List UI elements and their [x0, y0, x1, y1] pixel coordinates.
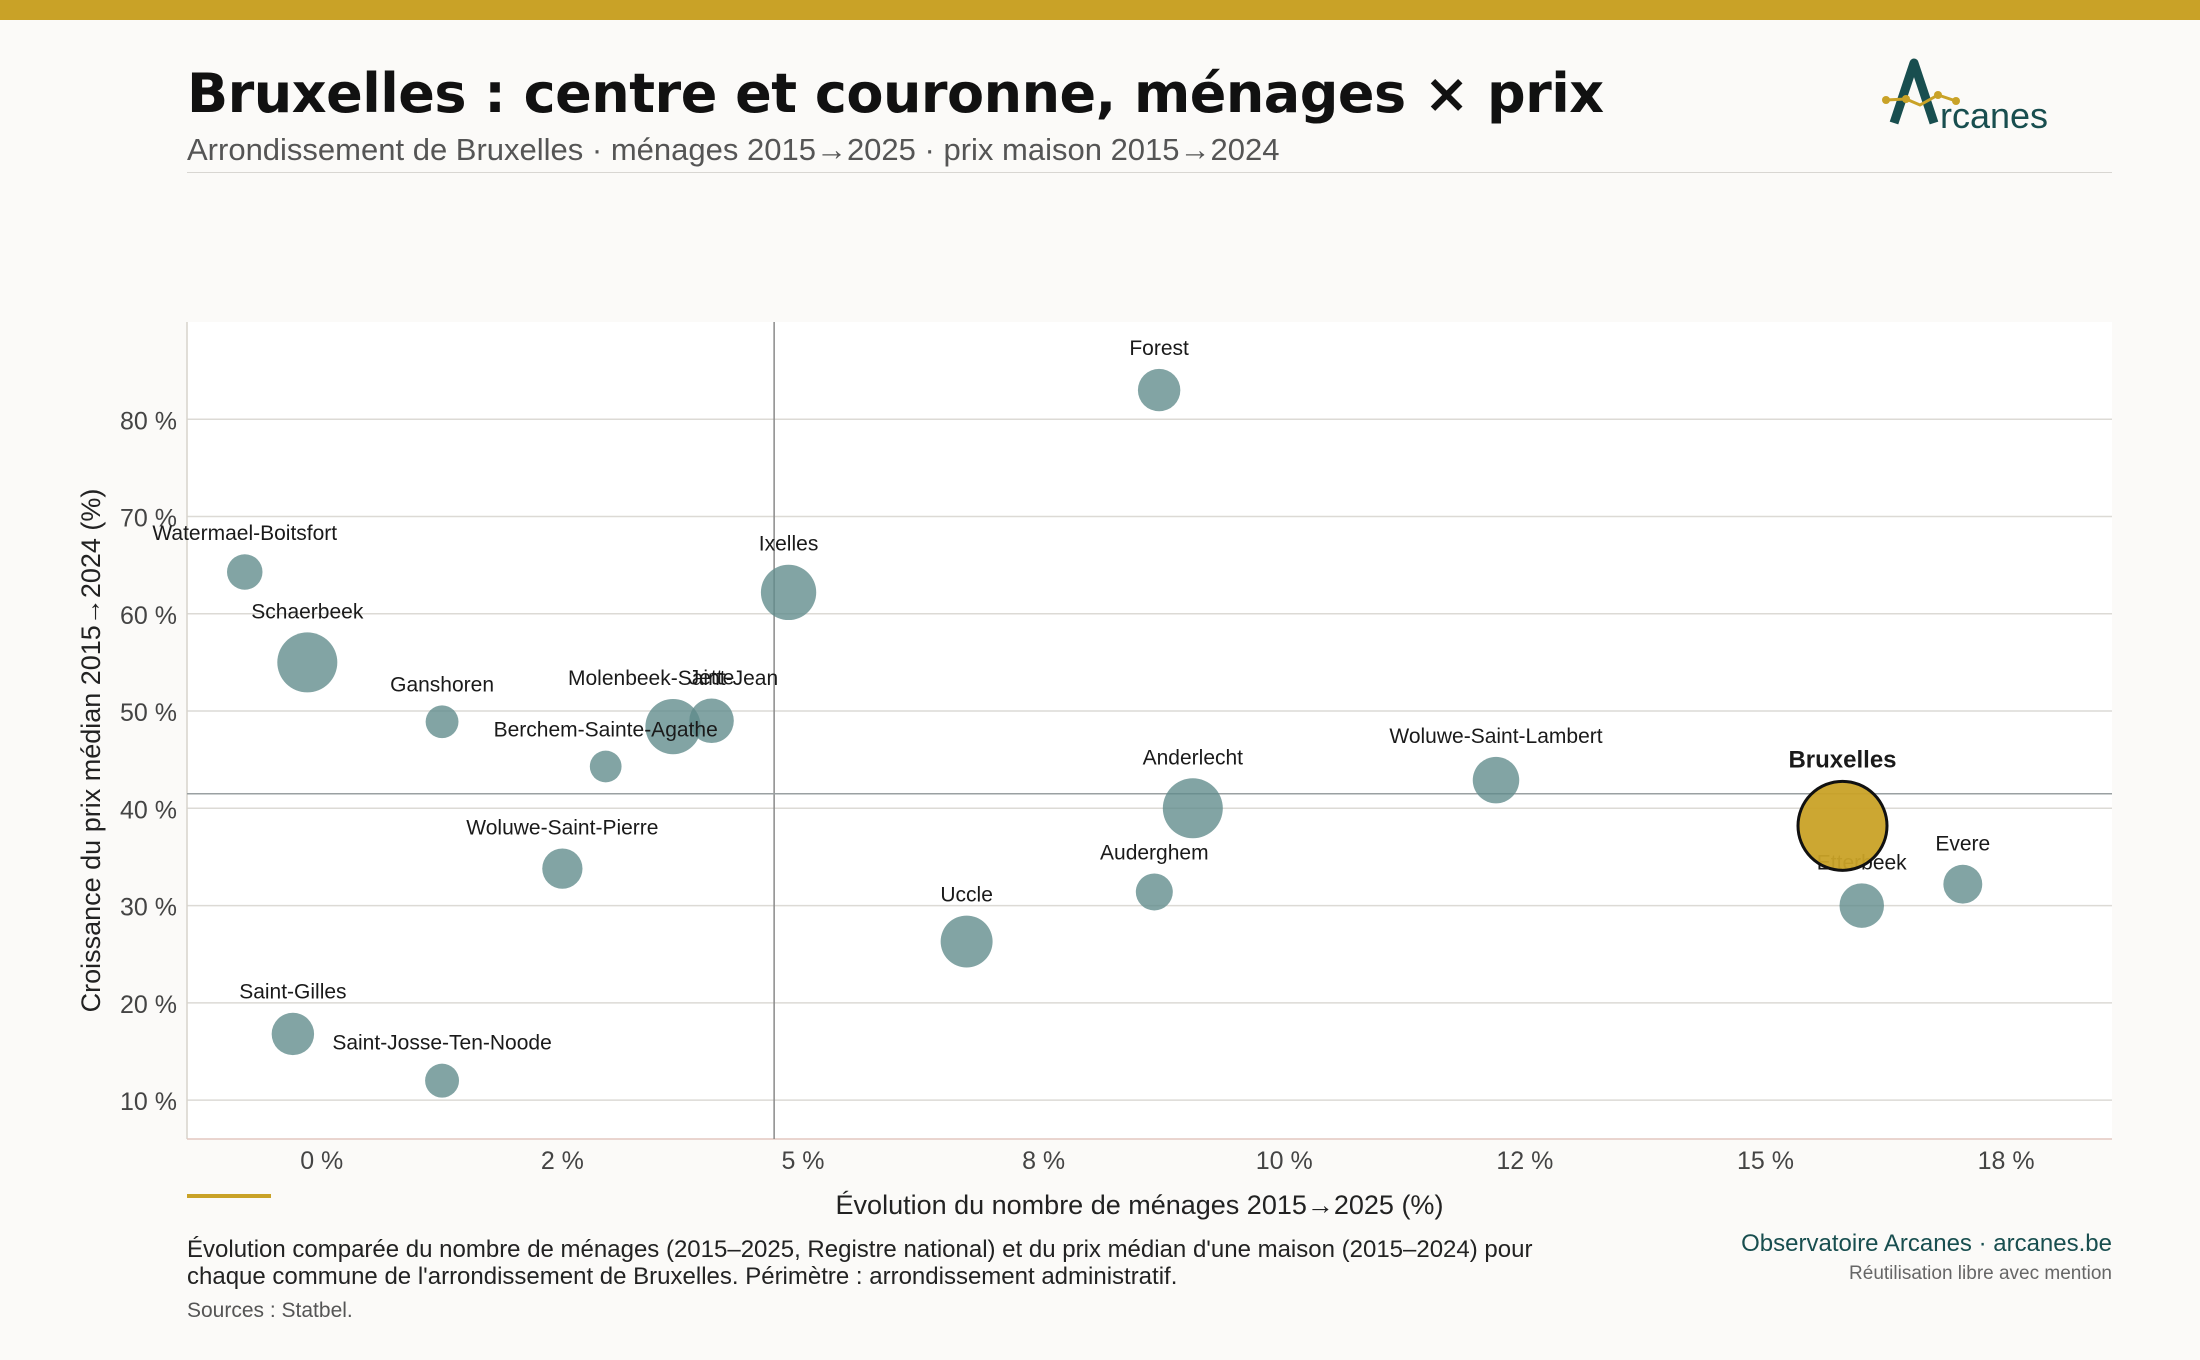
point-label-evere: Evere	[1935, 833, 1990, 856]
y-tick-label: 30 %	[120, 894, 177, 922]
y-tick-label: 60 %	[120, 602, 177, 630]
point-jette	[689, 698, 734, 744]
point-label-jette: Jette	[689, 667, 735, 690]
x-tick-label: 0 %	[300, 1147, 343, 1175]
chart-caption: Évolution comparée du nombre de ménages …	[187, 1236, 1533, 1290]
point-label-anderlecht: Anderlecht	[1143, 746, 1244, 769]
point-evere	[1943, 864, 1983, 904]
point-bruxelles	[1796, 779, 1889, 872]
point-auderghem	[1135, 873, 1173, 911]
y-tick-label: 40 %	[120, 796, 177, 824]
y-axis-label: Croissance du prix médian 2015→2024 (%)	[76, 489, 106, 1013]
x-tick-label: 18 %	[1978, 1147, 2035, 1175]
point-label-ixelles: Ixelles	[759, 533, 819, 556]
chart-sources: Sources : Statbel.	[187, 1299, 353, 1322]
plot-area	[187, 322, 2112, 1139]
point-label-uccle: Uccle	[940, 884, 993, 907]
x-tick-label: 2 %	[541, 1147, 584, 1175]
point-label-berchem-sainte-agathe: Berchem-Sainte-Agathe	[494, 719, 718, 742]
point-label-woluwe-saint-pierre: Woluwe-Saint-Pierre	[466, 816, 658, 839]
y-tick-label: 70 %	[120, 505, 177, 533]
point-molenbeek-saint-jean	[645, 698, 701, 755]
point-ixelles	[760, 564, 817, 621]
point-label-schaerbeek: Schaerbeek	[251, 600, 364, 623]
x-tick-label: 10 %	[1256, 1147, 1313, 1175]
point-label-auderghem: Auderghem	[1100, 841, 1209, 864]
y-tick-label: 80 %	[120, 407, 177, 435]
reuse-note: Réutilisation libre avec mention	[1849, 1263, 2112, 1284]
point-label-saint-josse-ten-noode: Saint-Josse-Ten-Noode	[332, 1032, 551, 1055]
point-uccle	[940, 915, 993, 968]
point-label-molenbeek-saint-jean: Molenbeek-Saint-Jean	[568, 667, 778, 690]
x-axis-label: Évolution du nombre de ménages 2015→2025…	[836, 1190, 1444, 1220]
point-ganshoren	[425, 705, 459, 739]
y-tick-label: 50 %	[120, 699, 177, 727]
point-woluwe-saint-lambert	[1472, 756, 1520, 804]
y-tick-label: 10 %	[120, 1088, 177, 1116]
x-tick-label: 15 %	[1737, 1147, 1794, 1175]
footer-accent-line	[187, 1194, 271, 1198]
point-woluwe-saint-pierre	[542, 848, 583, 889]
arcanes-logo-icon	[1882, 58, 1960, 125]
top-accent-bar	[0, 0, 2200, 20]
point-watermael-boitsfort	[227, 554, 263, 590]
point-saint-gilles	[271, 1012, 315, 1056]
logo-wordmark: rcanes	[1940, 95, 2049, 136]
point-forest	[1137, 368, 1181, 412]
point-label-woluwe-saint-lambert: Woluwe-Saint-Lambert	[1389, 725, 1602, 748]
chart-subtitle: Arrondissement de Bruxelles · ménages 20…	[187, 132, 1280, 167]
point-anderlecht	[1162, 778, 1223, 839]
point-label-watermael-boitsfort: Watermael-Boitsfort	[152, 522, 337, 545]
point-etterbeek	[1839, 883, 1884, 928]
x-tick-label: 8 %	[1022, 1147, 1065, 1175]
chart-title: Bruxelles : centre et couronne, ménages …	[187, 62, 1604, 125]
point-label-bruxelles: Bruxelles	[1788, 746, 1896, 773]
brand-credit: Observatoire Arcanes · arcanes.be	[1741, 1230, 2112, 1257]
point-label-saint-gilles: Saint-Gilles	[239, 981, 346, 1004]
point-saint-josse-ten-noode	[425, 1063, 460, 1098]
point-berchem-sainte-agathe	[589, 750, 622, 783]
point-label-forest: Forest	[1129, 337, 1189, 360]
y-tick-label: 20 %	[120, 991, 177, 1019]
point-label-ganshoren: Ganshoren	[390, 673, 494, 696]
x-tick-label: 5 %	[781, 1147, 824, 1175]
x-tick-label: 12 %	[1496, 1147, 1553, 1175]
header-divider	[187, 172, 2112, 173]
point-schaerbeek	[277, 632, 338, 693]
